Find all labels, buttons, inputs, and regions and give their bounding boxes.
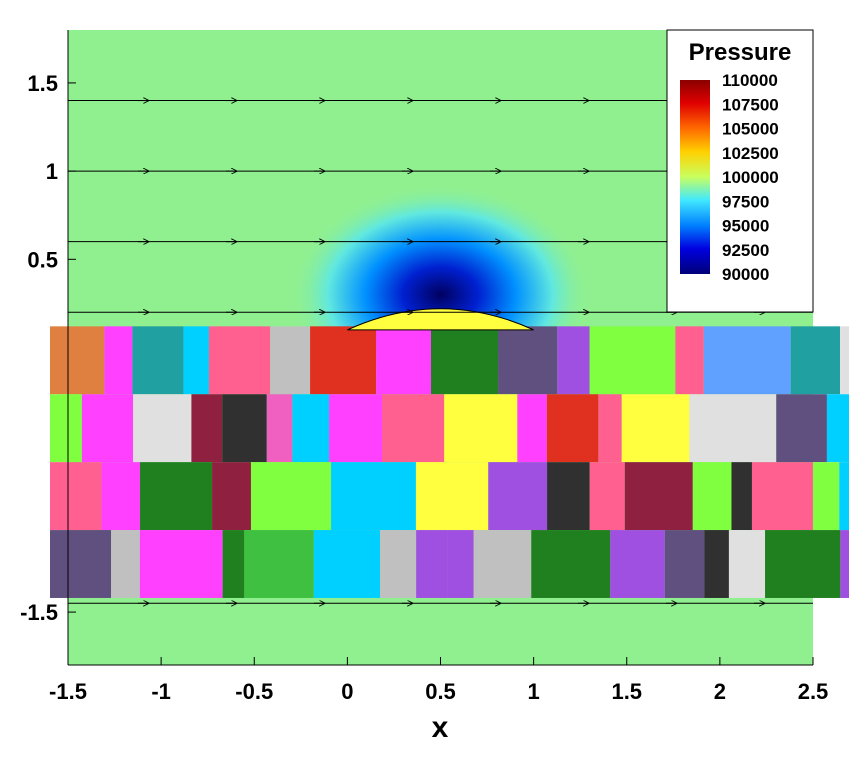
artifact-block — [431, 326, 499, 395]
y-tick-label: 1 — [46, 159, 58, 184]
artifact-block — [139, 530, 223, 598]
artifact-block — [183, 326, 209, 395]
artifact-block — [208, 326, 271, 395]
artifact-block — [731, 462, 752, 531]
artifact-block — [473, 530, 532, 598]
legend-level-label: 90000 — [722, 265, 769, 284]
legend-level-label: 107500 — [722, 95, 779, 114]
artifact-block — [212, 462, 251, 531]
x-tick-label: 2 — [714, 679, 726, 704]
x-tick-label: 1 — [528, 679, 540, 704]
artifact-block — [292, 394, 330, 463]
x-tick-label: 0 — [341, 679, 353, 704]
artifact-block — [547, 462, 590, 531]
artifact-block — [589, 326, 676, 395]
artifact-block — [244, 530, 314, 598]
artifact-block — [140, 462, 213, 531]
legend-level-label: 105000 — [722, 120, 779, 139]
x-axis: -1.5 -1 -0.5 0 0.5 1 1.5 2 2.5 — [49, 657, 828, 704]
artifact-block — [310, 326, 377, 395]
artifact-block — [222, 394, 267, 463]
artifact-block — [266, 394, 293, 463]
x-tick-label: 2.5 — [798, 679, 829, 704]
legend: Pressure 110000 107500 105000 102500 100000 9… — [666, 29, 814, 313]
artifact-block — [329, 394, 383, 463]
legend-level-label: 110000 — [722, 71, 778, 90]
artifact-block — [589, 462, 625, 531]
artifact-block — [50, 462, 102, 531]
artifact-block — [380, 530, 417, 598]
legend-level-label: 95000 — [722, 217, 769, 236]
artifact-block — [610, 530, 665, 598]
legend-level-label: 102500 — [722, 144, 779, 163]
artifact-block — [546, 394, 599, 463]
artifact-block — [839, 462, 849, 531]
artifact-block — [50, 326, 105, 395]
artifact-block — [313, 530, 381, 598]
y-tick-label: 1.5 — [27, 71, 58, 96]
artifact-block — [50, 530, 112, 598]
artifact-block — [812, 462, 840, 531]
artifact-block — [675, 326, 704, 395]
artifact-block — [703, 326, 791, 395]
artifact-block — [776, 394, 827, 463]
artifact-block — [728, 530, 766, 598]
artifact-block — [765, 530, 841, 598]
artifact-block — [270, 326, 311, 395]
rendering-artifact-band — [50, 326, 849, 598]
artifact-block — [104, 326, 133, 395]
x-axis-title: x — [432, 711, 449, 744]
artifact-block — [444, 394, 518, 463]
x-tick-label: 1.5 — [611, 679, 642, 704]
artifact-block — [840, 326, 849, 395]
artifact-block — [50, 394, 82, 463]
x-tick-label: -1.5 — [49, 679, 87, 704]
artifact-block — [222, 530, 245, 598]
artifact-block — [447, 530, 474, 598]
artifact-block — [191, 394, 223, 463]
artifact-block — [133, 394, 192, 463]
artifact-block — [624, 462, 693, 531]
artifact-block — [692, 462, 732, 531]
artifact-block — [704, 530, 729, 598]
x-tick-label: -1 — [151, 679, 171, 704]
artifact-block — [621, 394, 690, 463]
y-tick-label: -1.5 — [20, 600, 58, 625]
y-tick-label: 0.5 — [27, 247, 58, 272]
legend-level-label: 92500 — [722, 241, 769, 260]
legend-title: Pressure — [689, 39, 792, 66]
artifact-block — [557, 326, 590, 395]
artifact-block — [250, 462, 332, 531]
y-axis: 1.5 1 0.5 -1.5 — [20, 30, 76, 665]
artifact-block — [111, 530, 140, 598]
artifact-block — [751, 462, 813, 531]
artifact-block — [101, 462, 141, 531]
artifact-block — [132, 326, 184, 395]
artifact-block — [382, 394, 445, 463]
artifact-block — [531, 530, 611, 598]
colorbar — [680, 80, 710, 274]
airfoil-bump — [347, 308, 534, 331]
x-tick-label: -0.5 — [235, 679, 273, 704]
artifact-block — [331, 462, 416, 531]
x-tick-label: 0.5 — [425, 679, 456, 704]
artifact-block — [840, 530, 849, 598]
artifact-block — [498, 326, 558, 395]
artifact-block — [376, 326, 432, 395]
artifact-block — [416, 530, 448, 598]
artifact-block — [689, 394, 777, 463]
artifact-block — [517, 394, 547, 463]
artifact-block — [826, 394, 849, 463]
artifact-block — [664, 530, 705, 598]
artifact-block — [598, 394, 622, 463]
legend-level-label: 97500 — [722, 192, 769, 211]
legend-level-label: 100000 — [722, 168, 779, 187]
artifact-block — [488, 462, 548, 531]
artifact-block — [81, 394, 134, 463]
artifact-block — [790, 326, 841, 395]
artifact-block — [415, 462, 489, 531]
